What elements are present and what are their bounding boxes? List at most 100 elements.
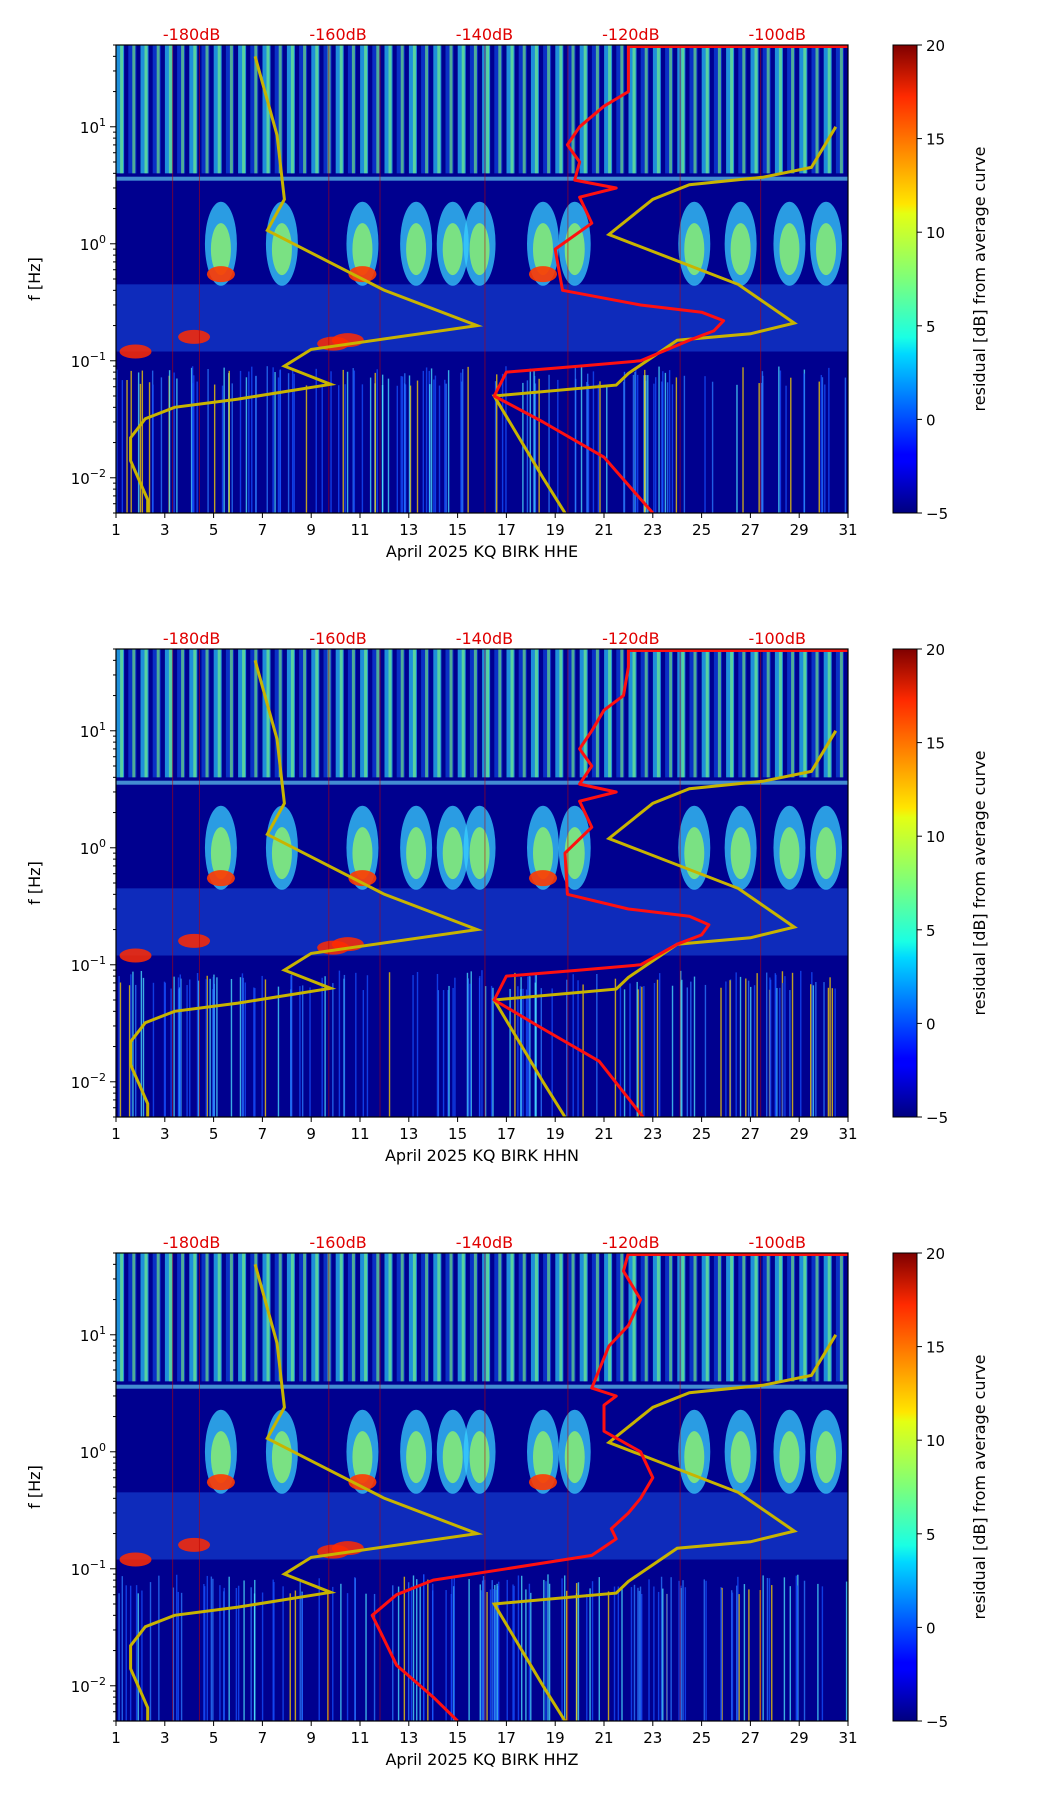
lf-spike <box>373 1593 376 1721</box>
hf-band-core <box>144 649 148 778</box>
hf-band-core <box>400 649 404 778</box>
lf-spike <box>526 380 529 513</box>
hf-band-core <box>681 1253 685 1382</box>
hf-band-core <box>498 649 502 778</box>
hf-band-core <box>351 1253 355 1382</box>
hf-band-core <box>120 1253 124 1382</box>
lf-spike <box>403 1576 406 1721</box>
lf-spike <box>828 367 830 513</box>
lf-spike <box>248 371 250 513</box>
x-tick-label: 11 <box>350 521 369 539</box>
y-tick-label: 101 <box>80 116 106 137</box>
lf-spike <box>219 1585 221 1721</box>
lf-spike <box>736 384 738 513</box>
lf-spike <box>462 369 464 513</box>
x-tick-label: 9 <box>306 1125 316 1143</box>
hf-band-core <box>656 649 660 778</box>
lf-spike <box>639 1586 642 1721</box>
hf-band-core <box>510 45 514 174</box>
lf-spike <box>228 1576 230 1721</box>
lf-spike <box>466 972 469 1117</box>
hot-spot <box>119 948 152 963</box>
marker-line <box>760 649 762 1117</box>
lf-spike <box>529 368 531 513</box>
hf-band-core <box>620 45 624 174</box>
hf-band-core <box>730 45 734 174</box>
event-blob-hot <box>348 1474 377 1491</box>
lf-spike <box>684 1587 687 1721</box>
lf-spike <box>657 1591 660 1721</box>
event-blob-core <box>730 223 751 276</box>
lf-spike <box>376 369 378 513</box>
hf-band-core <box>803 649 807 778</box>
colorbar-tick-label: 15 <box>926 1339 945 1357</box>
hf-band-core <box>120 649 124 778</box>
hf-band-core <box>632 45 636 174</box>
colorbar-tick-label: 0 <box>926 1015 936 1033</box>
lf-spike <box>277 986 280 1117</box>
lf-spike <box>355 972 357 1117</box>
lf-spike <box>527 976 529 1117</box>
hf-band-core <box>522 649 526 778</box>
x-axis-title: April 2025 KQ BIRK HHZ <box>385 1750 578 1769</box>
hf-band-core <box>156 1253 160 1382</box>
event-blob-hot <box>529 1474 557 1491</box>
lf-spike <box>670 1577 672 1721</box>
lf-spike <box>324 976 326 1117</box>
lf-spike <box>666 382 669 513</box>
lf-spike <box>140 970 143 1117</box>
lf-spike <box>658 973 661 1117</box>
hf-band-core <box>364 1253 368 1382</box>
hf-band-core <box>400 1253 404 1382</box>
lf-spike <box>481 970 483 1117</box>
event-blob-hot <box>529 870 557 887</box>
hf-band-core <box>449 649 453 778</box>
lf-spike <box>216 977 218 1117</box>
x-tick-label: 5 <box>209 1729 219 1747</box>
x-tick-label: 31 <box>838 1125 857 1143</box>
lf-spike <box>535 974 537 1117</box>
lf-spike <box>261 1592 264 1721</box>
lf-spike <box>231 383 233 513</box>
lf-spike <box>756 973 758 1117</box>
hf-band-core <box>595 649 599 778</box>
hf-band-core <box>608 45 612 174</box>
y-tick-label: 100 <box>80 233 106 254</box>
marker-line <box>198 1253 200 1721</box>
lf-spike <box>172 1587 175 1721</box>
y-axis-title: f [Hz] <box>25 257 44 301</box>
lf-spike <box>126 379 128 513</box>
lf-spike <box>321 383 323 513</box>
lf-spike <box>750 986 752 1117</box>
x-tick-label: 9 <box>306 521 316 539</box>
lf-spike <box>735 972 737 1117</box>
lf-spike <box>254 988 256 1117</box>
colorbar-gradient <box>892 648 918 1118</box>
lf-spike <box>607 1591 610 1721</box>
marker-line <box>679 649 681 1117</box>
lf-spike <box>209 978 211 1117</box>
lf-spike <box>299 986 301 1117</box>
lf-spike <box>636 981 638 1117</box>
hf-band-core <box>754 1253 758 1382</box>
lf-spike <box>479 975 481 1117</box>
lf-spike <box>845 1581 848 1721</box>
lf-spike <box>447 370 450 513</box>
lf-spike <box>791 972 794 1117</box>
x-tick-label: 21 <box>594 1125 613 1143</box>
hf-band-core <box>534 649 538 778</box>
event-blob-core <box>442 827 463 880</box>
hf-band-core <box>315 45 319 174</box>
lf-spike <box>530 1592 532 1721</box>
x-tick-label: 31 <box>838 1729 857 1747</box>
lf-spike <box>785 385 787 513</box>
hf-band-core <box>303 649 307 778</box>
x-tick-label: 19 <box>546 1729 565 1747</box>
x-tick-label: 17 <box>497 521 516 539</box>
average-psd-curve <box>492 45 726 513</box>
lf-spike <box>277 377 280 513</box>
lf-spike <box>643 986 645 1117</box>
lf-spike <box>245 377 248 513</box>
lf-spike <box>287 373 290 513</box>
